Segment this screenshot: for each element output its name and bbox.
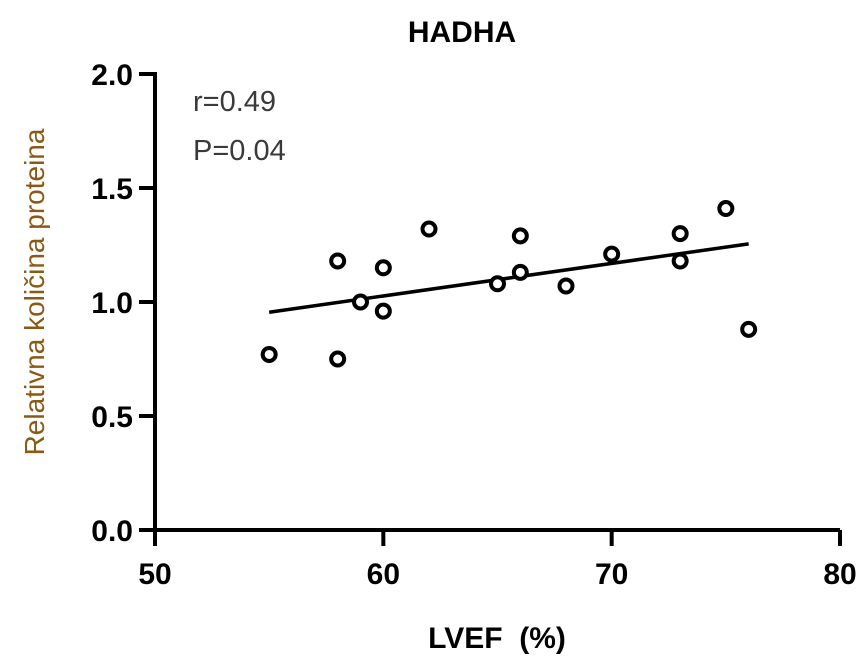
data-point xyxy=(511,263,529,281)
x-tick-label: 70 xyxy=(595,558,628,591)
correlation-r-label: r=0.49 xyxy=(193,86,276,118)
data-point xyxy=(603,245,621,263)
y-tick-label: 0.5 xyxy=(91,401,133,434)
y-axis-title: Relativna količina proteina xyxy=(19,128,50,455)
y-tick-label: 1.0 xyxy=(91,287,133,320)
data-point xyxy=(374,302,392,320)
regression-line xyxy=(268,242,749,314)
x-tick-label: 50 xyxy=(138,558,171,591)
data-point xyxy=(511,227,529,245)
data-point xyxy=(420,220,438,238)
x-tick-label: 60 xyxy=(367,558,400,591)
correlation-p-label: P=0.04 xyxy=(193,135,286,167)
y-tick-label: 2.0 xyxy=(91,59,133,92)
axes: 0.0 0.5 1.0 1.5 2.0 50 60 70 80 xyxy=(91,59,856,591)
data-point xyxy=(671,225,689,243)
y-tick-label: 0.0 xyxy=(91,515,133,548)
data-point xyxy=(374,259,392,277)
data-point xyxy=(740,320,758,338)
data-point xyxy=(489,275,506,293)
data-point xyxy=(717,200,735,218)
data-point xyxy=(671,252,689,270)
data-point xyxy=(329,350,347,368)
regression-line-group xyxy=(268,242,749,314)
data-points xyxy=(260,200,758,368)
data-point xyxy=(260,345,278,363)
x-axis-title: LVEF (%) xyxy=(428,622,566,655)
chart-title: HADHA xyxy=(408,16,516,49)
data-point xyxy=(329,252,347,270)
y-tick-label: 1.5 xyxy=(91,173,133,206)
data-point xyxy=(557,277,575,295)
data-point xyxy=(352,293,369,311)
x-tick-label: 80 xyxy=(823,558,856,591)
